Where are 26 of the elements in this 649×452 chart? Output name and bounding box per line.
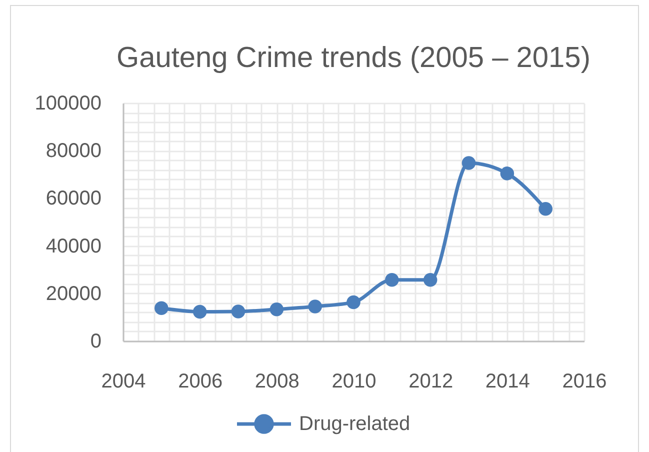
- y-tick-label: 60000: [46, 188, 102, 210]
- x-tick-label: 2012: [408, 370, 454, 392]
- x-tick-label: 2006: [178, 370, 223, 392]
- y-tick-label: 20000: [46, 282, 102, 305]
- point: [154, 301, 168, 316]
- point: [500, 166, 514, 180]
- y-tick-label: 0: [90, 330, 102, 352]
- point: [462, 156, 476, 170]
- y-tick-label: 80000: [46, 140, 102, 162]
- point: [385, 272, 399, 287]
- x-tick-label: 2004: [101, 370, 146, 392]
- point: [270, 302, 284, 316]
- chart-title: Gauteng Crime trends (2005 – 2015): [116, 42, 590, 74]
- point: [308, 300, 322, 314]
- point: [346, 295, 360, 310]
- point: [231, 304, 246, 318]
- point: [538, 202, 552, 216]
- point: [192, 304, 207, 319]
- point: [423, 272, 438, 287]
- x-tick-label: 2016: [562, 370, 607, 392]
- x-tick-label: 2010: [332, 370, 376, 392]
- y-tick-label: 100000: [34, 92, 102, 114]
- x-tick-label: 2008: [254, 370, 300, 392]
- y-tick-label: 40000: [46, 235, 102, 258]
- x-tick-label: 2014: [485, 370, 530, 392]
- legend-label: Drug-related: [299, 413, 410, 435]
